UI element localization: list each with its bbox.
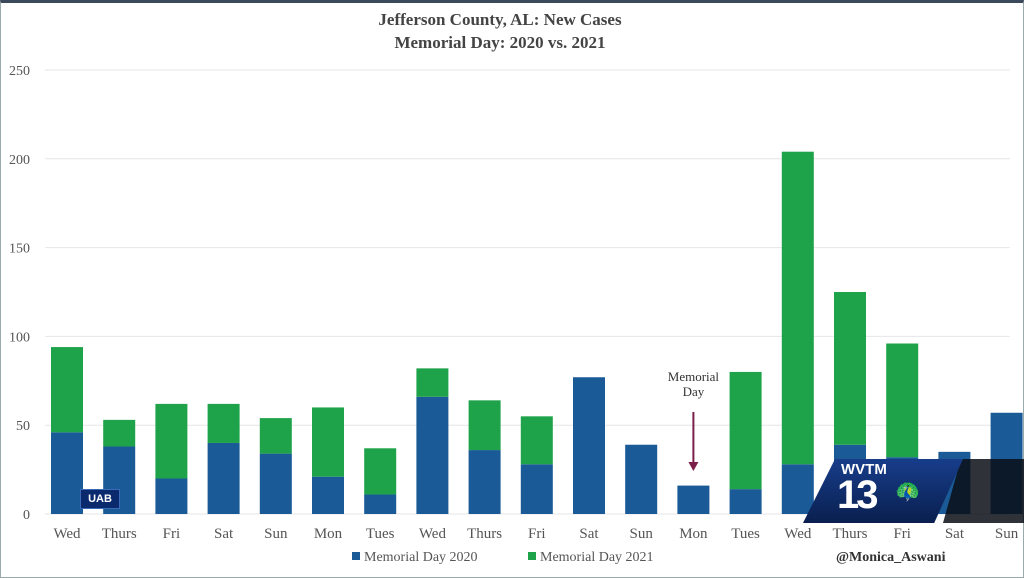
x-tick-label: Sat (579, 526, 599, 542)
station-logo: WVTM 13 🦚 (803, 459, 1024, 523)
bar-memorial-day-2020 (51, 432, 83, 514)
legend-label: Memorial Day 2020 (364, 550, 478, 565)
bar-memorial-day-2020 (781, 464, 814, 514)
bar-memorial-day-2021 (834, 292, 866, 445)
annotation-text: Day (683, 384, 705, 399)
bar-memorial-day-2020 (520, 464, 553, 514)
x-tick-label: Sun (264, 526, 288, 542)
uab-badge: UAB (80, 489, 120, 509)
bar-memorial-day-2020 (416, 396, 449, 514)
bar-memorial-day-2021 (259, 418, 292, 454)
bar-memorial-day-2021 (468, 400, 501, 451)
bar-memorial-day-2021 (886, 343, 919, 458)
x-tick-label: Thurs (467, 526, 502, 542)
legend-swatch (528, 552, 536, 560)
bar-memorial-day-2021 (207, 403, 240, 443)
y-tick-label: 200 (9, 153, 30, 168)
bar-memorial-day-2020 (468, 450, 501, 514)
x-tick-label: Tues (731, 526, 760, 542)
y-tick-label: 250 (9, 64, 30, 79)
bar-memorial-day-2021 (51, 347, 83, 433)
bar-memorial-day-2020 (677, 485, 710, 514)
x-tick-label: Thurs (102, 526, 137, 542)
y-tick-label: 150 (9, 242, 30, 257)
bar-memorial-day-2020 (625, 444, 658, 514)
x-tick-label: Sat (214, 526, 234, 542)
x-tick-label: Thurs (833, 526, 868, 542)
x-tick-label: Sun (995, 526, 1019, 542)
chart-title: Jefferson County, AL: New Cases (378, 10, 622, 29)
station-call: WVTM (841, 461, 887, 478)
bar-memorial-day-2021 (416, 368, 449, 397)
chart-subtitle: Memorial Day: 2020 vs. 2021 (394, 33, 605, 52)
bar-memorial-day-2021 (364, 448, 397, 495)
station-number: 13 (837, 473, 878, 517)
x-tick-label: Sat (945, 526, 965, 542)
bar-memorial-day-2021 (155, 403, 188, 479)
x-tick-label: Mon (679, 526, 708, 542)
y-tick-label: 100 (9, 330, 30, 345)
reporter-handle: @Monica_Aswani (836, 550, 946, 565)
x-tick-label: Mon (314, 526, 343, 542)
bar-memorial-day-2020 (259, 453, 292, 514)
annotation-text: Memorial (668, 369, 720, 384)
bar-memorial-day-2021 (520, 416, 553, 465)
bar-memorial-day-2020 (207, 442, 240, 514)
bar-memorial-day-2021 (312, 407, 344, 477)
legend-swatch (352, 552, 360, 560)
bar-memorial-day-2021 (729, 371, 762, 490)
x-tick-label: Wed (784, 526, 812, 542)
bar-memorial-day-2021 (781, 151, 814, 465)
x-tick-label: Wed (53, 526, 81, 542)
x-tick-label: Sun (630, 526, 654, 542)
x-tick-label: Wed (419, 526, 447, 542)
x-tick-label: Fri (893, 526, 911, 542)
logo-blue-panel (803, 459, 963, 523)
x-tick-label: Fri (528, 526, 546, 542)
bar-memorial-day-2020 (155, 478, 188, 514)
legend-label: Memorial Day 2021 (540, 550, 654, 565)
bar-memorial-day-2020 (573, 377, 605, 514)
bar-memorial-day-2020 (364, 494, 397, 514)
y-tick-label: 50 (16, 419, 30, 434)
annotation-arrowhead (688, 462, 699, 471)
y-tick-label: 0 (23, 508, 30, 523)
nbc-peacock-icon: 🦚 (895, 481, 920, 503)
bar-memorial-day-2020 (729, 489, 762, 514)
bar-memorial-day-2021 (103, 419, 136, 447)
x-tick-label: Fri (163, 526, 181, 542)
x-tick-label: Tues (366, 526, 395, 542)
bar-memorial-day-2020 (312, 476, 344, 514)
